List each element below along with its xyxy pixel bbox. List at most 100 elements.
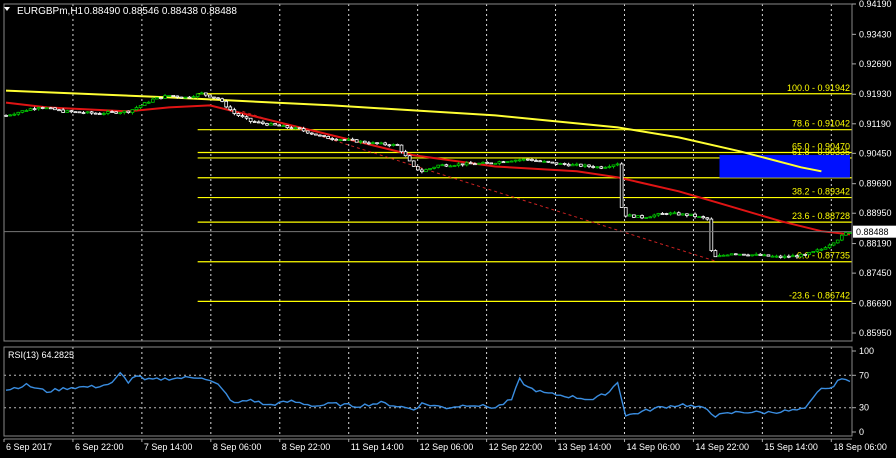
y-tick-label: 0.94190 — [859, 0, 892, 9]
candle-body — [574, 163, 579, 166]
candle-body — [12, 113, 17, 116]
candle-body — [285, 125, 290, 129]
fib-label: 61.8 - 0.90335 — [792, 147, 850, 157]
candle-body — [554, 162, 559, 165]
candle-body — [93, 112, 98, 115]
candle-body — [632, 214, 636, 218]
candle-body — [122, 110, 127, 113]
candle-body — [721, 254, 726, 257]
candle-body — [236, 113, 241, 117]
candle-body — [676, 212, 681, 216]
candle-body — [44, 107, 49, 110]
x-tick-label: 8 Sep 22:00 — [282, 442, 331, 452]
candle-body — [387, 144, 392, 147]
candle-body — [558, 163, 563, 165]
candle-body — [36, 107, 41, 110]
candle-body — [611, 164, 616, 167]
candle-body — [130, 109, 135, 113]
candle-body — [693, 213, 697, 218]
candle-body — [273, 123, 277, 126]
candle-body — [167, 95, 171, 97]
candle-body — [114, 111, 118, 114]
x-tick-label: 12 Sep 06:00 — [420, 442, 474, 452]
candle-body — [244, 116, 249, 119]
candle-body — [436, 164, 441, 168]
candle-body — [32, 108, 37, 111]
candle-body — [199, 92, 204, 95]
candle-body — [648, 216, 653, 219]
candle-body — [155, 97, 159, 100]
candle-body — [330, 138, 335, 140]
candle-body — [815, 249, 820, 252]
candle-body — [334, 138, 339, 141]
rsi-y-tick-label: 70 — [859, 370, 869, 380]
candle-body — [660, 213, 665, 215]
candle-body — [265, 123, 269, 126]
axes: 6 Sep 2017 6 Sep 22:00 7 Sep 14:00 8 Sep 06… — [3, 0, 896, 452]
candle-body — [118, 112, 123, 114]
candle-body — [807, 252, 812, 255]
x-tick-label: 18 Sep 06:00 — [833, 442, 887, 452]
candle-body — [468, 162, 473, 165]
candle-body — [102, 113, 106, 115]
candle-body — [672, 212, 677, 215]
x-tick-label: 6 Sep 22:00 — [75, 442, 124, 452]
candle-body — [256, 121, 261, 124]
candle-body — [403, 151, 408, 157]
x-tick-label: 8 Sep 06:00 — [213, 442, 262, 452]
candle-body — [701, 216, 706, 219]
y-tick-label: 0.88950 — [859, 208, 892, 218]
candle-body — [668, 212, 673, 215]
candle-body — [583, 164, 587, 167]
candle-body — [570, 164, 575, 167]
rsi-line — [5, 371, 851, 418]
candle-body — [53, 107, 57, 111]
candle-body — [526, 158, 530, 161]
x-tick-label: 7 Sep 14:00 — [144, 442, 193, 452]
candle-body — [49, 107, 53, 110]
candle-body — [509, 160, 514, 163]
candle-body — [599, 166, 604, 169]
fib-label: 38.2 - 0.89342 — [792, 187, 850, 197]
candle-body — [750, 254, 754, 257]
candle-body — [216, 97, 220, 100]
candle-body — [159, 97, 163, 100]
candle-body — [106, 111, 110, 114]
candle-body — [208, 94, 212, 98]
candle-body — [619, 163, 624, 208]
candle-body — [4, 115, 8, 117]
candle-body — [358, 140, 363, 143]
candle-body — [444, 164, 449, 167]
candle-body — [615, 163, 620, 166]
dropdown-arrow-icon[interactable] — [4, 7, 10, 11]
candle-body — [232, 109, 237, 114]
candle-body — [126, 110, 131, 113]
candle-body — [187, 96, 192, 99]
candle-body — [338, 139, 343, 141]
candle-body — [713, 250, 718, 258]
y-tick-label: 0.93430 — [859, 29, 892, 39]
candle-body — [399, 144, 404, 153]
x-tick-label: 15 Sep 14:00 — [764, 442, 818, 452]
fib-label: 0.0 - 0.87735 — [797, 251, 850, 261]
fib-label: -23.6 - 0.86742 — [789, 290, 850, 300]
candle-body — [530, 159, 534, 161]
candle-body — [420, 169, 424, 173]
candle-body — [501, 161, 506, 164]
candle-body — [342, 139, 347, 141]
candle-body — [407, 155, 412, 162]
candle-body — [110, 111, 114, 113]
y-tick-label: 0.85950 — [859, 328, 892, 338]
candle-body — [322, 135, 326, 137]
candle-body — [248, 117, 253, 122]
chart-header: EURGBPm,H1 0.88490 0.88546 0.88438 0.884… — [4, 6, 237, 17]
candle-body — [452, 165, 457, 167]
candle-body — [318, 134, 322, 137]
candle-body — [623, 207, 628, 217]
candle-body — [505, 161, 510, 163]
candle-body — [440, 164, 445, 167]
candle-body — [69, 110, 74, 113]
candles — [4, 91, 852, 259]
fib-label: 65.0 - 0.90470 — [792, 142, 850, 152]
